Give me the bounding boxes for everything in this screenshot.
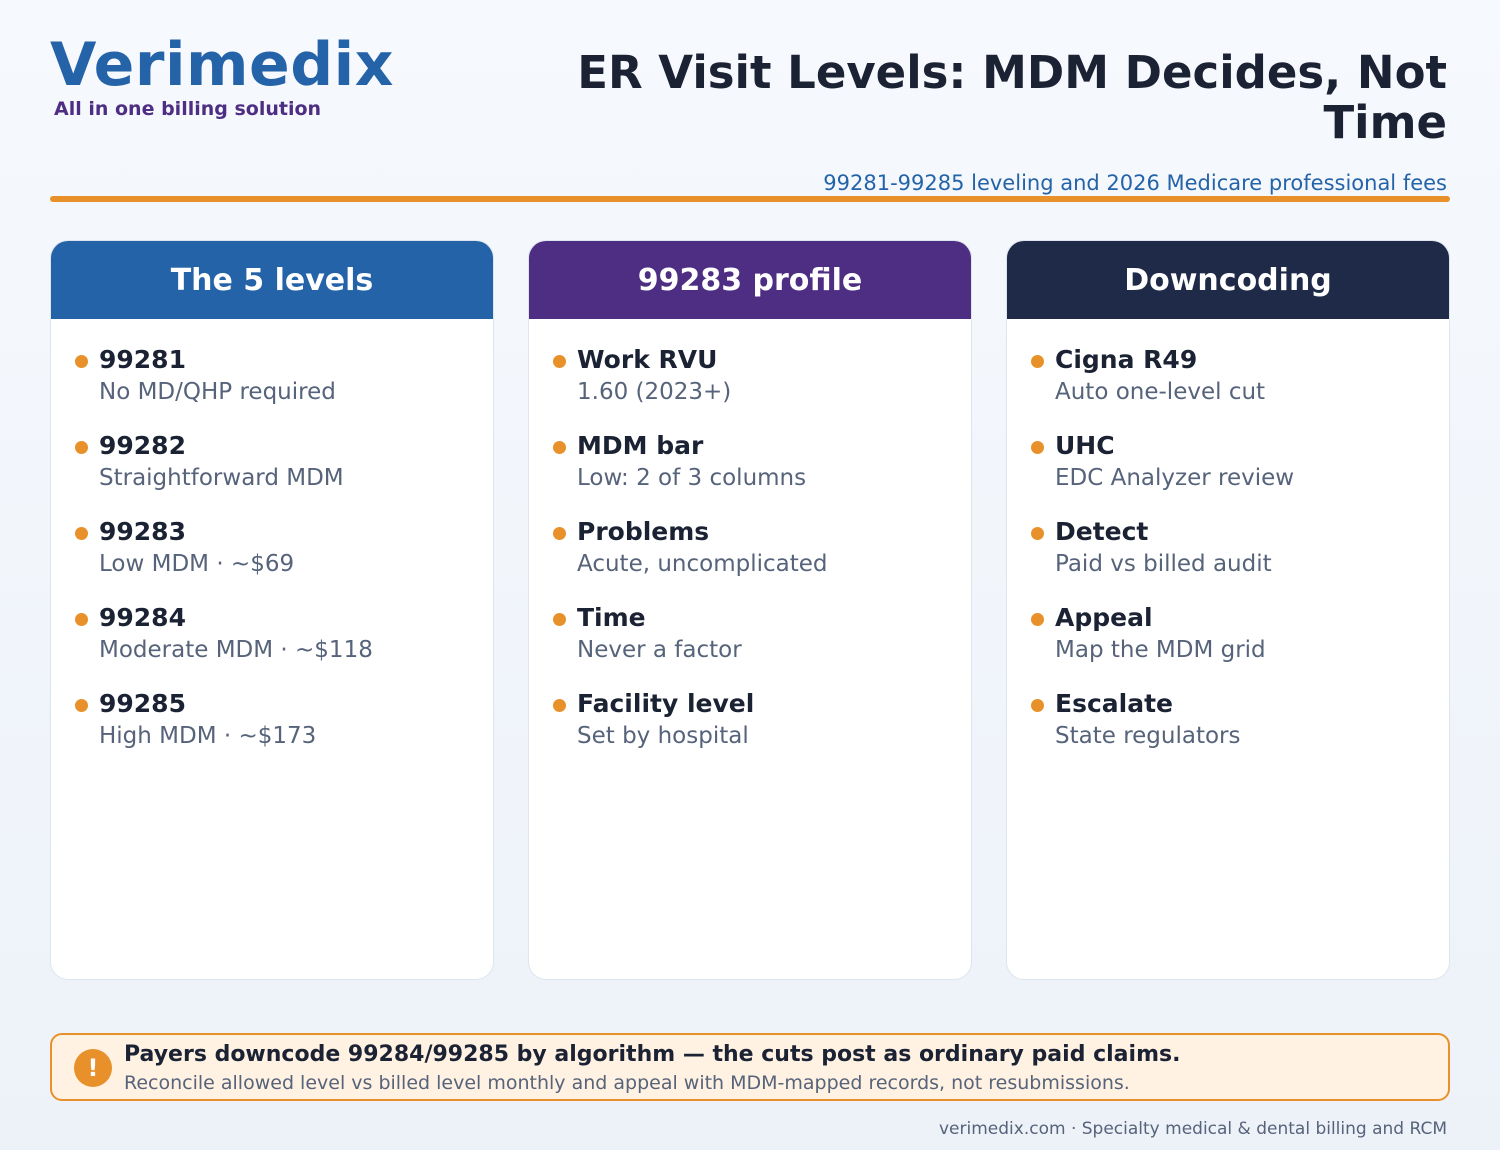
bullet-dot-icon (553, 441, 566, 454)
bullet-dot-icon (75, 441, 88, 454)
item-title: Work RVU (577, 345, 718, 374)
bullet-dot-icon (75, 527, 88, 540)
list-item: Facility level Set by hospital (553, 688, 947, 774)
warning-callout: ! Payers downcode 99284/99285 by algorit… (50, 1033, 1450, 1101)
item-title: 99281 (99, 345, 186, 374)
card-header: 99283 profile (529, 241, 971, 319)
item-title: Escalate (1055, 689, 1173, 718)
alert-icon: ! (74, 1049, 112, 1087)
bullet-dot-icon (553, 699, 566, 712)
item-description: Never a factor (577, 637, 742, 663)
item-description: High MDM · ~$173 (99, 723, 317, 749)
item-description: Paid vs billed audit (1055, 551, 1272, 577)
item-title: 99283 (99, 517, 186, 546)
bullet-dot-icon (1031, 355, 1044, 368)
list-item: Time Never a factor (553, 602, 947, 688)
bullet-dot-icon (75, 355, 88, 368)
list-item: 99281 No MD/QHP required (75, 344, 469, 430)
bullet-dot-icon (553, 355, 566, 368)
footer-text: verimedix.com · Specialty medical & dent… (939, 1119, 1447, 1139)
page-subtitle: 99281-99285 leveling and 2026 Medicare p… (823, 171, 1447, 195)
list-item: 99285 High MDM · ~$173 (75, 688, 469, 774)
item-title: Facility level (577, 689, 755, 718)
item-description: State regulators (1055, 723, 1241, 749)
list-item: UHC EDC Analyzer review (1031, 430, 1425, 516)
bullet-dot-icon (75, 699, 88, 712)
brand-logo-text: Verimedix (50, 30, 394, 100)
bullet-dot-icon (75, 613, 88, 626)
brand: Verimedix All in one billing solution (50, 32, 394, 120)
list-item: 99284 Moderate MDM · ~$118 (75, 602, 469, 688)
bullet-dot-icon (553, 613, 566, 626)
item-title: 99285 (99, 689, 186, 718)
list-item: Cigna R49 Auto one-level cut (1031, 344, 1425, 430)
list-item: Escalate State regulators (1031, 688, 1425, 774)
list-item: Detect Paid vs billed audit (1031, 516, 1425, 602)
header-divider (50, 196, 1450, 202)
card-downcoding: Downcoding Cigna R49 Auto one-level cut U… (1006, 240, 1450, 980)
item-title: 99284 (99, 603, 186, 632)
item-description: 1.60 (2023+) (577, 379, 732, 405)
brand-tagline: All in one billing solution (54, 98, 322, 120)
item-title: Time (577, 603, 646, 632)
list-item: Problems Acute, uncomplicated (553, 516, 947, 602)
bullet-dot-icon (1031, 441, 1044, 454)
item-description: Straightforward MDM (99, 465, 344, 491)
card-list: 99281 No MD/QHP required 99282 Straightfor… (51, 319, 493, 774)
list-item: MDM bar Low: 2 of 3 columns (553, 430, 947, 516)
bullet-dot-icon (553, 527, 566, 540)
item-description: Moderate MDM · ~$118 (99, 637, 373, 663)
item-title: Detect (1055, 517, 1149, 546)
item-description: Set by hospital (577, 723, 749, 749)
item-description: Acute, uncomplicated (577, 551, 828, 577)
cards-row: The 5 levels 99281 No MD/QHP required 992… (50, 240, 1450, 980)
card-list: Cigna R49 Auto one-level cut UHC EDC Analy… (1007, 319, 1449, 774)
card-header: Downcoding (1007, 241, 1449, 319)
item-title: MDM bar (577, 431, 704, 460)
bullet-dot-icon (1031, 699, 1044, 712)
item-title: Problems (577, 517, 710, 546)
card-levels: The 5 levels 99281 No MD/QHP required 992… (50, 240, 494, 980)
item-description: Low: 2 of 3 columns (577, 465, 807, 491)
page-title: ER Visit Levels: MDM Decides, Not Time (577, 46, 1447, 149)
list-item: 99283 Low MDM · ~$69 (75, 516, 469, 602)
item-title: 99282 (99, 431, 186, 460)
item-title: Appeal (1055, 603, 1153, 632)
card-header: The 5 levels (51, 241, 493, 319)
list-item: Appeal Map the MDM grid (1031, 602, 1425, 688)
item-description: Low MDM · ~$69 (99, 551, 295, 577)
item-title: Cigna R49 (1055, 345, 1198, 374)
bullet-dot-icon (1031, 613, 1044, 626)
bullet-dot-icon (1031, 527, 1044, 540)
list-item: 99282 Straightforward MDM (75, 430, 469, 516)
item-description: Auto one-level cut (1055, 379, 1266, 405)
item-description: Map the MDM grid (1055, 637, 1266, 663)
item-description: EDC Analyzer review (1055, 465, 1295, 491)
callout-title: Payers downcode 99284/99285 by algorithm… (124, 1042, 1181, 1067)
card-99283-profile: 99283 profile Work RVU 1.60 (2023+) MDM b… (528, 240, 972, 980)
item-title: UHC (1055, 431, 1115, 460)
callout-description: Reconcile allowed level vs billed level … (124, 1072, 1130, 1094)
item-description: No MD/QHP required (99, 379, 336, 405)
card-list: Work RVU 1.60 (2023+) MDM bar Low: 2 of 3 … (529, 319, 971, 774)
list-item: Work RVU 1.60 (2023+) (553, 344, 947, 430)
